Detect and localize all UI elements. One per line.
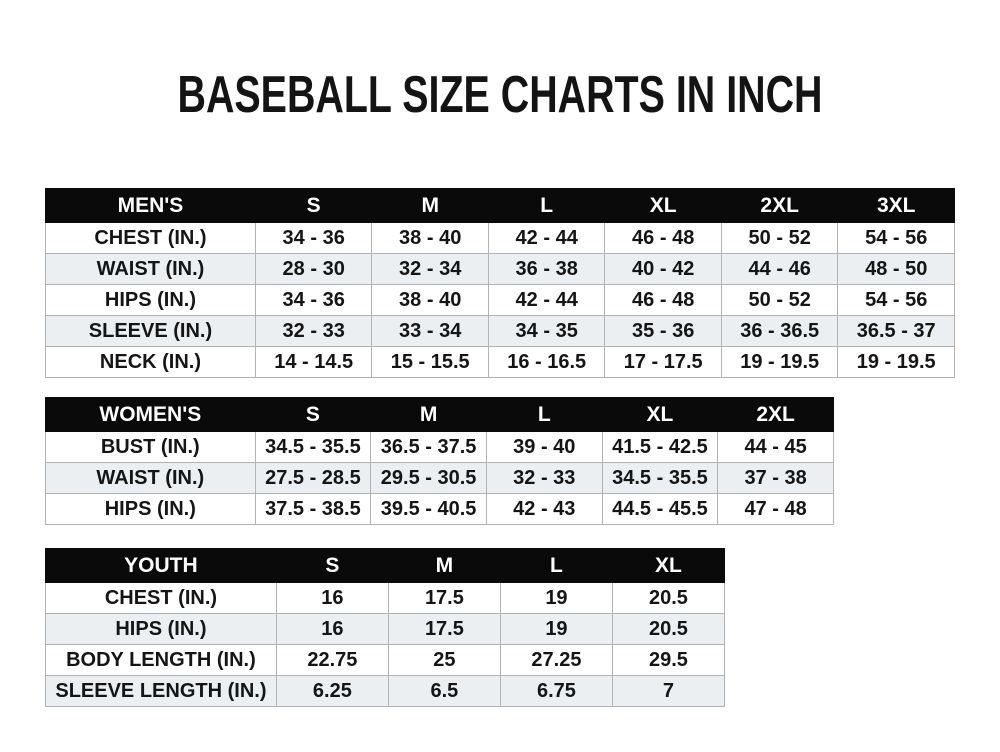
svg-text:BASEBALL SIZE CHARTS IN INCH: BASEBALL SIZE CHARTS IN INCH <box>178 66 823 124</box>
